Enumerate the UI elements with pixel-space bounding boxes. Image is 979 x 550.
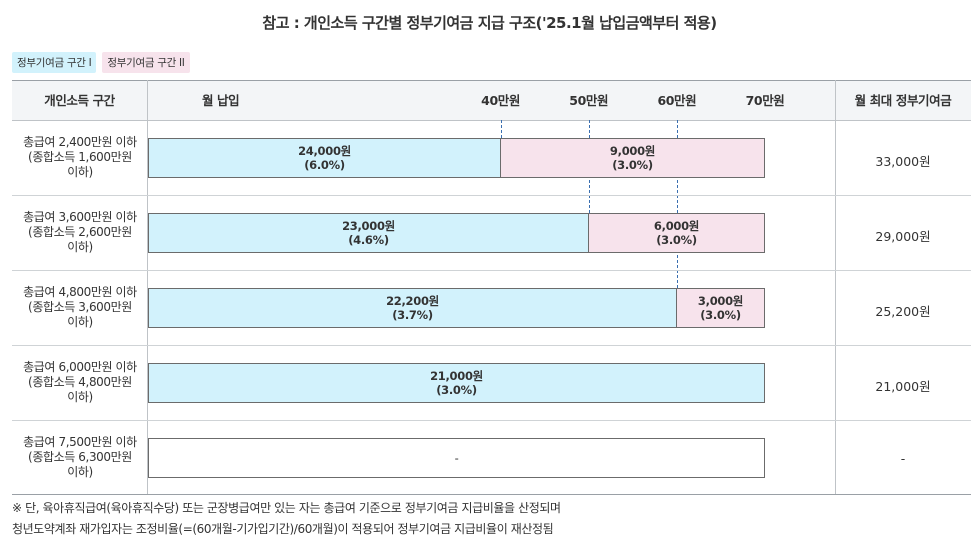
page-title: 참고 : 개인소득 구간별 정부기여금 지급 구조('25.1월 납입금액부터 … <box>262 14 717 32</box>
column-divider-right <box>835 80 836 494</box>
header-income: 개인소득 구간 <box>44 93 115 108</box>
contribution-table: 개인소득 구간 월 납입 월 최대 정부기여금 40만원 50만원 60만원 70만원… <box>12 80 971 495</box>
header-max: 월 최대 정부기여금 <box>854 93 952 108</box>
income-bracket-label: 총급여 2,400만원 이하 (종합소득 1,600만원 이하) <box>12 135 148 180</box>
contribution-bar-t1: 24,000원 (6.0%) <box>148 138 501 178</box>
income-bracket-line: 총급여 4,800만원 이하 <box>23 285 137 299</box>
income-bracket-label: 총급여 4,800만원 이하 (종합소득 3,600만원 이하) <box>12 285 148 330</box>
income-bracket-line: 이하) <box>67 465 93 479</box>
income-bracket-line: (종합소득 6,300만원 <box>28 450 132 464</box>
income-bracket-line: 이하) <box>67 390 93 404</box>
x-tick-label: 50만원 <box>569 93 609 108</box>
income-bracket-line: 이하) <box>67 315 93 329</box>
max-contribution-value: 21,000원 <box>875 379 931 394</box>
bar-amount-label: 3,000원 <box>697 294 744 308</box>
footnote-line1: ※ 단, 육아휴직급여(육아휴직수당) 또는 군장병급여만 있는 자는 총급여 … <box>12 501 561 515</box>
table-bottom-border <box>12 494 971 495</box>
bar-amount-label: 22,200원 <box>386 294 439 308</box>
bar-amount-label: - <box>454 451 459 465</box>
max-contribution-value: 29,000원 <box>875 229 931 244</box>
bar-amount-label: 6,000원 <box>653 219 700 233</box>
legend: 정부기여금 구간 I 정부기여금 구간 II <box>12 52 190 73</box>
legend-tier2: 정부기여금 구간 II <box>102 52 190 73</box>
x-tick-label: 70만원 <box>745 93 785 108</box>
max-contribution-value: 33,000원 <box>875 154 931 169</box>
x-tick-label: 40만원 <box>481 93 520 108</box>
income-bracket-line: (종합소득 2,600만원 <box>28 225 132 239</box>
income-bracket-line: 이하) <box>67 240 93 254</box>
row-divider <box>12 345 971 346</box>
bar-rate-label: (3.7%) <box>392 308 433 322</box>
contribution-bar-t2: 9,000원 (3.0%) <box>501 138 765 178</box>
income-bracket-label: 총급여 3,600만원 이하 (종합소득 2,600만원 이하) <box>12 210 148 255</box>
row-divider <box>12 195 971 196</box>
footnote-line2: 청년도약계좌 재가입자는 조정비율(=(60개월-기가입기간)/60개월)이 적… <box>12 522 554 536</box>
income-bracket-label: 총급여 7,500만원 이하 (종합소득 6,300만원 이하) <box>12 435 148 480</box>
bar-rate-label: (3.0%) <box>700 308 741 322</box>
bar-rate-label: (3.0%) <box>656 233 697 247</box>
boundary-dashed-line <box>677 120 678 288</box>
contribution-bar-t2: 6,000원 (3.0%) <box>589 213 765 253</box>
row-divider <box>12 270 971 271</box>
header-axis-label: 월 납입 <box>202 93 240 108</box>
contribution-bar-t2: 3,000원 (3.0%) <box>677 288 765 328</box>
row-divider <box>12 420 971 421</box>
contribution-bar-t0: - <box>148 438 765 478</box>
bar-rate-label: (6.0%) <box>304 158 345 172</box>
income-bracket-label: 총급여 6,000만원 이하 (종합소득 4,800만원 이하) <box>12 360 148 405</box>
bar-rate-label: (3.0%) <box>436 383 477 397</box>
income-bracket-line: 총급여 2,400만원 이하 <box>23 135 137 149</box>
x-tick-label: 60만원 <box>657 93 697 108</box>
header-top-border <box>12 80 971 81</box>
bar-rate-label: (4.6%) <box>348 233 389 247</box>
bar-rate-label: (3.0%) <box>612 158 653 172</box>
income-bracket-line: 총급여 6,000만원 이하 <box>23 360 137 374</box>
boundary-dashed-line <box>501 120 502 138</box>
income-bracket-line: 총급여 3,600만원 이하 <box>23 210 137 224</box>
income-bracket-line: (종합소득 1,600만원 <box>28 150 132 164</box>
max-contribution-value: 25,200원 <box>875 304 931 319</box>
column-divider-left <box>147 80 148 494</box>
income-bracket-line: 총급여 7,500만원 이하 <box>23 435 137 449</box>
contribution-bar-t1: 21,000원 (3.0%) <box>148 363 765 403</box>
income-bracket-line: (종합소득 3,600만원 <box>28 300 132 314</box>
header-background <box>12 81 971 120</box>
contribution-bar-t1: 23,000원 (4.6%) <box>148 213 589 253</box>
income-bracket-line: (종합소득 4,800만원 <box>28 375 132 389</box>
contribution-bar-t1: 22,200원 (3.7%) <box>148 288 677 328</box>
max-contribution-value: - <box>900 451 906 466</box>
legend-tier1: 정부기여금 구간 I <box>12 52 97 73</box>
bar-amount-label: 23,000원 <box>342 219 395 233</box>
income-bracket-line: 이하) <box>67 165 93 179</box>
header-bottom-border <box>12 120 971 121</box>
bar-amount-label: 24,000원 <box>298 144 351 158</box>
bar-amount-label: 9,000원 <box>609 144 656 158</box>
bar-amount-label: 21,000원 <box>430 369 483 383</box>
